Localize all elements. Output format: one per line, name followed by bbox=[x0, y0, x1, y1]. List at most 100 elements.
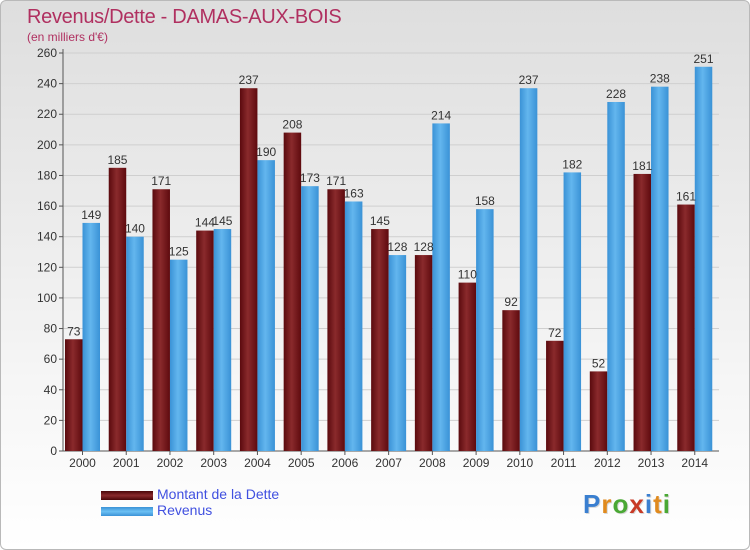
data-label-revenue: 140 bbox=[125, 222, 145, 236]
y-tick-label: 240 bbox=[37, 77, 57, 91]
y-tick-label: 220 bbox=[37, 107, 57, 121]
bar-debt bbox=[371, 229, 389, 451]
x-tick-label: 2011 bbox=[551, 456, 577, 470]
data-label-revenue: 145 bbox=[212, 214, 232, 228]
data-label-revenue: 214 bbox=[431, 108, 451, 122]
y-tick-label: 140 bbox=[37, 230, 57, 244]
bar-debt bbox=[633, 173, 652, 451]
bar-debt bbox=[414, 255, 433, 451]
data-label-revenue: 228 bbox=[606, 87, 626, 101]
data-label-debt: 73 bbox=[67, 324, 81, 338]
bar-revenue bbox=[301, 186, 319, 451]
legend-label-revenue: Revenus bbox=[157, 502, 213, 518]
data-label-revenue: 190 bbox=[256, 145, 276, 159]
bar-revenue bbox=[651, 86, 669, 451]
logo-letter: P bbox=[583, 489, 602, 519]
data-label-revenue: 182 bbox=[562, 157, 582, 171]
x-tick-label: 2009 bbox=[463, 456, 490, 470]
x-tick-label: 2003 bbox=[200, 456, 227, 470]
labels-layer: 0 20 40 60 80 100 120 140 160 180 200 220 240 260 73 14… bbox=[37, 46, 714, 470]
y-tick-label: 100 bbox=[37, 291, 57, 305]
x-tick-label: 2013 bbox=[638, 456, 665, 470]
data-label-debt: 110 bbox=[458, 268, 477, 282]
logo-letter: o bbox=[612, 489, 630, 519]
x-tick-label: 2006 bbox=[332, 456, 359, 470]
bar-revenue bbox=[694, 66, 713, 452]
y-tick-label: 40 bbox=[44, 383, 58, 397]
data-label-revenue: 128 bbox=[387, 240, 407, 254]
bar-revenue bbox=[213, 229, 232, 451]
bar-debt bbox=[677, 204, 695, 451]
x-tick-label: 2005 bbox=[288, 456, 315, 470]
x-tick-label: 2007 bbox=[375, 456, 402, 470]
bar-revenue bbox=[257, 160, 275, 451]
bar-revenue bbox=[519, 88, 538, 451]
bar-debt bbox=[589, 371, 608, 451]
y-tick-label: 200 bbox=[37, 138, 57, 152]
y-tick-label: 160 bbox=[37, 199, 57, 213]
x-tick-label: 2004 bbox=[244, 456, 271, 470]
data-label-revenue: 238 bbox=[650, 72, 670, 86]
x-tick-label: 2010 bbox=[506, 456, 533, 470]
data-label-debt: 171 bbox=[151, 174, 171, 188]
legend-label-debt: Montant de la Dette bbox=[157, 486, 280, 502]
bar-revenue bbox=[476, 209, 494, 451]
data-label-revenue: 173 bbox=[300, 171, 320, 185]
data-label-debt: 92 bbox=[504, 295, 518, 309]
x-tick-label: 2001 bbox=[113, 456, 140, 470]
x-tick-label: 2014 bbox=[681, 456, 708, 470]
bar-debt bbox=[65, 339, 83, 451]
data-label-debt: 181 bbox=[632, 159, 652, 173]
proxiti-logo: Proxiti bbox=[583, 489, 671, 520]
legend-swatch-revenue bbox=[101, 507, 153, 516]
bar-debt bbox=[283, 132, 302, 451]
x-tick-label: 2002 bbox=[157, 456, 184, 470]
data-label-debt: 161 bbox=[676, 190, 696, 204]
data-label-revenue: 163 bbox=[344, 186, 364, 200]
data-label-debt: 128 bbox=[414, 240, 434, 254]
x-tick-label: 2012 bbox=[594, 456, 621, 470]
data-label-revenue: 149 bbox=[81, 208, 101, 222]
logo-letter: t bbox=[653, 489, 663, 519]
bar-revenue bbox=[432, 123, 450, 452]
y-tick-label: 260 bbox=[37, 46, 57, 60]
data-label-debt: 72 bbox=[548, 326, 562, 340]
bar-revenue bbox=[607, 101, 625, 451]
bar-debt bbox=[502, 310, 520, 451]
y-tick-label: 120 bbox=[37, 260, 57, 274]
data-label-debt: 208 bbox=[282, 118, 302, 132]
data-label-revenue: 158 bbox=[475, 194, 495, 208]
data-label-debt: 144 bbox=[195, 216, 215, 230]
bar-revenue bbox=[126, 236, 144, 451]
legend-swatch-debt bbox=[101, 491, 153, 500]
chart-title: Revenus/Dette - DAMAS-AUX-BOIS bbox=[27, 6, 342, 28]
bar-debt bbox=[458, 282, 477, 451]
data-label-debt: 52 bbox=[592, 356, 606, 370]
bar-debt bbox=[546, 340, 564, 451]
bar-revenue bbox=[388, 255, 407, 451]
bar-debt bbox=[152, 189, 170, 451]
data-label-debt: 145 bbox=[370, 214, 390, 228]
data-label-debt: 185 bbox=[107, 153, 127, 167]
bars-layer bbox=[65, 66, 713, 452]
logo-letter: i bbox=[644, 489, 654, 519]
chart-subtitle: (en milliers d'€) bbox=[27, 30, 108, 44]
y-tick-label: 180 bbox=[37, 168, 57, 182]
y-tick-label: 20 bbox=[44, 413, 58, 427]
y-tick-label: 80 bbox=[44, 322, 58, 336]
logo-letter: i bbox=[662, 489, 671, 519]
y-tick-label: 0 bbox=[50, 444, 57, 458]
bar-revenue bbox=[344, 201, 363, 451]
logo-letter: r bbox=[601, 489, 613, 519]
bar-debt bbox=[108, 167, 127, 452]
x-tick-label: 2000 bbox=[69, 456, 96, 470]
data-label-revenue: 251 bbox=[694, 52, 714, 66]
data-label-revenue: 237 bbox=[519, 73, 539, 87]
data-label-revenue: 125 bbox=[169, 245, 189, 259]
bar-debt bbox=[327, 189, 345, 451]
bar-revenue bbox=[563, 172, 582, 451]
x-tick-label: 2008 bbox=[419, 456, 446, 470]
logo-letter: x bbox=[629, 489, 645, 519]
